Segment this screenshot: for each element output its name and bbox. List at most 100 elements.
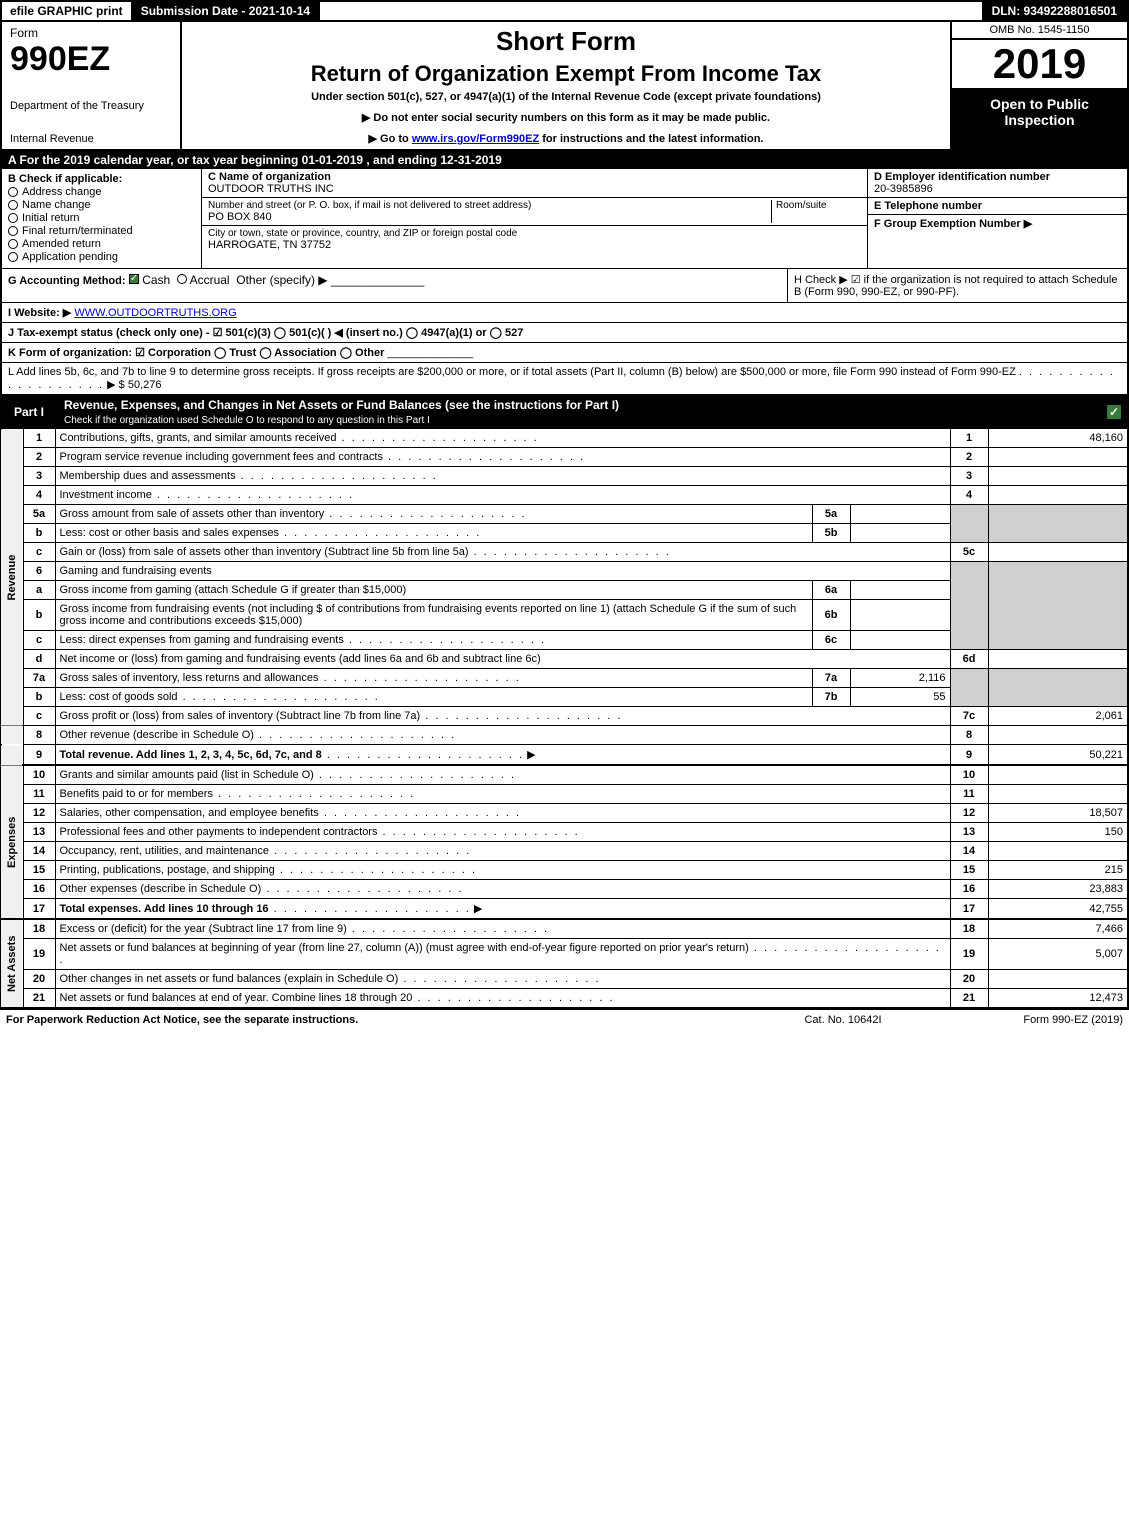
section-c: C Name of organization OUTDOOR TRUTHS IN… (202, 169, 867, 268)
gross-receipts-text: L Add lines 5b, 6c, and 7b to line 9 to … (8, 366, 1016, 378)
cb-amended-return[interactable]: Amended return (8, 238, 195, 250)
omb-number: OMB No. 1545-1150 (952, 22, 1127, 40)
cb-final-return[interactable]: Final return/terminated (8, 225, 195, 237)
city-value: HARROGATE, TN 37752 (208, 239, 861, 251)
line-20: 20Other changes in net assets or fund ba… (1, 970, 1128, 989)
do-not-enter-ssn: ▶ Do not enter social security numbers o… (190, 111, 942, 124)
line-15: 15Printing, publications, postage, and s… (1, 861, 1128, 880)
group-exemption-label: F Group Exemption Number ▶ (874, 217, 1121, 230)
section-b-label: B Check if applicable: (8, 173, 195, 185)
goto-post: for instructions and the latest informat… (539, 133, 763, 145)
org-name-label: C Name of organization (208, 171, 861, 183)
section-b-c-d-row: B Check if applicable: Address change Na… (0, 169, 1129, 269)
section-h: H Check ▶ ☑ if the organization is not r… (787, 269, 1127, 302)
line-12: 12Salaries, other compensation, and empl… (1, 804, 1128, 823)
accounting-method-label: G Accounting Method: (8, 275, 126, 287)
line-13: 13Professional fees and other payments t… (1, 823, 1128, 842)
form-header: Form 990EZ Department of the Treasury In… (0, 22, 1129, 151)
cb-address-change[interactable]: Address change (8, 186, 195, 198)
street-value: PO BOX 840 (208, 211, 771, 223)
line-7c: cGross profit or (loss) from sales of in… (1, 707, 1128, 726)
expenses-side-label: Expenses (1, 765, 23, 919)
line-6: 6Gaming and fundraising events (1, 562, 1128, 581)
line-16: 16Other expenses (describe in Schedule O… (1, 880, 1128, 899)
website-link[interactable]: WWW.OUTDOORTRUTHS.ORG (74, 307, 236, 319)
section-k: K Form of organization: ☑ Corporation ◯ … (0, 343, 1129, 363)
section-b: B Check if applicable: Address change Na… (2, 169, 202, 268)
line-5c: cGain or (loss) from sale of assets othe… (1, 543, 1128, 562)
line-9: 9Total revenue. Add lines 1, 2, 3, 4, 5c… (1, 745, 1128, 766)
line-10: Expenses10Grants and similar amounts pai… (1, 765, 1128, 785)
website-label: I Website: ▶ (8, 307, 71, 319)
goto-pre: ▶ Go to (369, 133, 412, 145)
tax-exempt-text: J Tax-exempt status (check only one) - ☑… (8, 327, 523, 339)
footer-form-id: Form 990-EZ (2019) (943, 1014, 1123, 1026)
line-7a: 7aGross sales of inventory, less returns… (1, 669, 1128, 688)
line-18: Net Assets18Excess or (deficit) for the … (1, 919, 1128, 939)
footer-paperwork: For Paperwork Reduction Act Notice, see … (6, 1014, 743, 1026)
form-header-left: Form 990EZ Department of the Treasury In… (2, 22, 182, 149)
ein-label: D Employer identification number (874, 171, 1121, 183)
part-1-table: Revenue 1 Contributions, gifts, grants, … (0, 429, 1129, 1009)
section-e: E Telephone number (868, 198, 1127, 215)
dln-label: DLN: 93492288016501 (984, 2, 1127, 20)
tax-year: 2019 (952, 40, 1127, 90)
org-name-box: C Name of organization OUTDOOR TRUTHS IN… (202, 169, 867, 198)
form-of-org-text: K Form of organization: ☑ Corporation ◯ … (8, 347, 384, 359)
internal-revenue: Internal Revenue (10, 133, 172, 145)
under-section-text: Under section 501(c), 527, or 4947(a)(1)… (190, 91, 942, 103)
cb-cash[interactable] (129, 274, 139, 284)
line-4: 4Investment income4 (1, 486, 1128, 505)
cb-initial-return[interactable]: Initial return (8, 212, 195, 224)
top-bar: efile GRAPHIC print Submission Date - 20… (0, 0, 1129, 22)
cb-application-pending[interactable]: Application pending (8, 251, 195, 263)
section-a-calendar-year: A For the 2019 calendar year, or tax yea… (0, 151, 1129, 169)
org-name: OUTDOOR TRUTHS INC (208, 183, 861, 195)
line-1: Revenue 1 Contributions, gifts, grants, … (1, 429, 1128, 448)
telephone-label: E Telephone number (874, 200, 1121, 212)
netassets-side-label: Net Assets (1, 919, 23, 1008)
revenue-side-label: Revenue (1, 429, 23, 726)
part-1-header: Part I Revenue, Expenses, and Changes in… (0, 395, 1129, 429)
line-19: 19Net assets or fund balances at beginni… (1, 939, 1128, 970)
irs-link[interactable]: www.irs.gov/Form990EZ (412, 133, 539, 145)
form-code: 990EZ (10, 40, 172, 79)
submission-date: Submission Date - 2021-10-14 (133, 2, 320, 20)
city-box: City or town, state or province, country… (202, 226, 867, 253)
return-title: Return of Organization Exempt From Incom… (190, 61, 942, 87)
form-header-right: OMB No. 1545-1150 2019 Open to Public In… (952, 22, 1127, 149)
section-g: G Accounting Method: Cash Accrual Other … (2, 269, 787, 302)
section-l: L Add lines 5b, 6c, and 7b to line 9 to … (0, 363, 1129, 395)
line-21: 21Net assets or fund balances at end of … (1, 989, 1128, 1009)
section-d-e-f: D Employer identification number 20-3985… (867, 169, 1127, 268)
gross-receipts-amount: ▶ $ 50,276 (107, 379, 161, 391)
line-3: 3Membership dues and assessments3 (1, 467, 1128, 486)
form-word: Form (10, 26, 172, 40)
cb-name-change[interactable]: Name change (8, 199, 195, 211)
room-suite-label: Room/suite (771, 200, 861, 223)
topbar-spacer (320, 2, 983, 20)
section-j: J Tax-exempt status (check only one) - ☑… (0, 323, 1129, 343)
efile-label: efile GRAPHIC print (2, 2, 133, 20)
section-f: F Group Exemption Number ▶ (868, 215, 1127, 232)
line-5a: 5aGross amount from sale of assets other… (1, 505, 1128, 524)
line-14: 14Occupancy, rent, utilities, and mainte… (1, 842, 1128, 861)
open-to-public: Open to Public Inspection (952, 90, 1127, 149)
line-8: 8Other revenue (describe in Schedule O)8 (1, 726, 1128, 745)
section-i: I Website: ▶ WWW.OUTDOORTRUTHS.ORG (0, 303, 1129, 323)
line-6d: dNet income or (loss) from gaming and fu… (1, 650, 1128, 669)
ein-value: 20-3985896 (874, 183, 1121, 195)
street-label: Number and street (or P. O. box, if mail… (208, 200, 771, 211)
footer-cat-no: Cat. No. 10642I (743, 1014, 943, 1026)
part-1-label: Part I (8, 403, 54, 421)
section-g-h-row: G Accounting Method: Cash Accrual Other … (0, 269, 1129, 303)
city-label: City or town, state or province, country… (208, 228, 861, 239)
section-d: D Employer identification number 20-3985… (868, 169, 1127, 198)
page-footer: For Paperwork Reduction Act Notice, see … (0, 1009, 1129, 1030)
cb-accrual[interactable] (177, 274, 187, 284)
department-treasury: Department of the Treasury (10, 100, 172, 112)
form-header-center: Short Form Return of Organization Exempt… (182, 22, 952, 149)
line-2: 2Program service revenue including gover… (1, 448, 1128, 467)
line-17: 17Total expenses. Add lines 10 through 1… (1, 899, 1128, 920)
part-1-checkbox[interactable]: ✓ (1107, 405, 1121, 419)
